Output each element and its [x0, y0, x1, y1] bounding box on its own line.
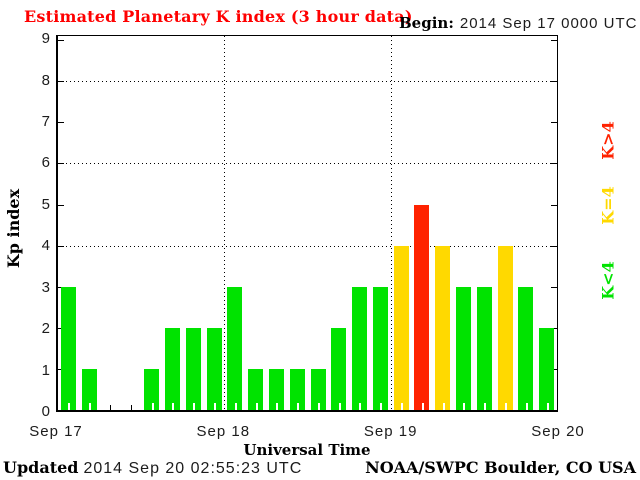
x-axis-slot-tick	[380, 403, 383, 410]
y-tick-label-9: 9	[41, 30, 50, 48]
kp-bar	[61, 286, 76, 410]
kp-bar	[81, 368, 97, 410]
kp-bar	[206, 327, 222, 410]
y-axis-tick	[58, 204, 64, 206]
y-axis-tick	[551, 286, 557, 288]
day-boundary-line	[390, 36, 392, 410]
kp-bar	[289, 368, 305, 410]
kp-bar	[456, 286, 472, 410]
kp-bar	[518, 286, 534, 410]
legend-item-k-gt-4: K>4	[592, 110, 624, 170]
updated-value: 2014 Sep 20 02:55:23 UTC	[83, 460, 303, 477]
y-axis-tick	[551, 204, 557, 206]
kp-bar	[227, 286, 243, 410]
begin-time: Begin: 2014 Sep 17 0000 UTC	[399, 14, 637, 32]
plot-area	[56, 35, 558, 412]
y-tick-label-1: 1	[41, 361, 50, 379]
y-tick-label-2: 2	[41, 320, 50, 338]
x-axis-slot-tick	[89, 403, 92, 410]
x-axis-slot-tick	[359, 403, 362, 410]
credit-text: NOAA/SWPC Boulder, CO USA	[365, 458, 636, 477]
x-axis-slot-tick	[151, 403, 154, 410]
y-tick-label-8: 8	[41, 71, 50, 89]
chart-title: Estimated Planetary K index (3 hour data…	[24, 7, 413, 26]
y-axis-tick	[551, 81, 557, 83]
updated-label: Updated	[3, 458, 79, 477]
kp-bar	[497, 245, 513, 410]
x-axis-slot-tick	[525, 403, 528, 410]
legend-label: K=4	[598, 185, 618, 225]
y-tick-label-4: 4	[41, 237, 50, 255]
kp-bar	[164, 327, 180, 410]
x-day-label-sep-20: Sep 20	[531, 423, 585, 440]
x-axis-slot-tick	[463, 403, 466, 410]
y-axis-tick	[551, 163, 557, 165]
kp-bar	[331, 327, 347, 410]
gridline-kp-6	[58, 163, 557, 165]
x-axis-slot-tick	[546, 403, 549, 410]
x-axis-slot-tick	[68, 403, 71, 410]
y-tick-label-7: 7	[41, 113, 50, 130]
kp-bar	[393, 245, 409, 410]
x-axis-slot-tick	[505, 403, 508, 410]
x-axis-slot-tick	[297, 403, 300, 410]
y-axis-title: Kp index	[4, 188, 24, 268]
x-axis-slot-tick	[130, 405, 132, 410]
kp-bar	[185, 327, 201, 410]
gridline-kp-8	[58, 81, 557, 83]
y-axis-tick	[58, 81, 64, 83]
kp-bar	[414, 204, 430, 410]
y-tick-label-6: 6	[41, 154, 50, 172]
x-axis-slot-tick	[276, 403, 279, 410]
kp-bar	[435, 245, 451, 410]
x-axis-slot-tick	[317, 403, 320, 410]
x-day-label-sep-18: Sep 18	[196, 423, 251, 440]
y-axis-tick	[58, 40, 64, 42]
legend-label: K>4	[598, 120, 618, 160]
x-axis-slot-tick	[401, 403, 404, 410]
y-axis-tick	[551, 40, 557, 42]
day-boundary-line	[224, 36, 226, 410]
begin-label: Begin:	[399, 14, 454, 32]
begin-value: 2014 Sep 17 0000 UTC	[459, 15, 638, 32]
kp-bar	[352, 286, 368, 410]
x-axis-slot-tick	[172, 403, 175, 410]
updated-timestamp: Updated 2014 Sep 20 02:55:23 UTC	[3, 458, 302, 478]
x-axis-title: Universal Time	[243, 441, 371, 459]
legend-item-k-eq-4: K=4	[592, 175, 624, 235]
y-tick-label-3: 3	[41, 278, 50, 296]
legend-label: K<4	[598, 260, 618, 300]
kp-bar	[310, 368, 326, 410]
y-axis-tick	[58, 163, 64, 165]
kp-bar	[476, 286, 492, 410]
y-axis-tick	[551, 245, 557, 247]
x-day-label-sep-19: Sep 19	[363, 423, 418, 440]
x-axis-slot-tick	[338, 403, 341, 410]
kp-bar	[372, 286, 388, 410]
y-axis-tick	[551, 122, 557, 124]
kp-bar	[539, 327, 555, 410]
y-axis-tick	[58, 245, 64, 247]
kp-bar	[144, 368, 160, 410]
y-tick-label-5: 5	[41, 195, 50, 213]
x-axis-slot-tick	[421, 403, 424, 410]
y-axis-tick	[58, 122, 64, 124]
x-axis-slot-tick	[442, 403, 445, 410]
gridline-kp-4	[58, 245, 557, 247]
x-axis-slot-tick	[193, 403, 196, 410]
y-tick-label-0: 0	[41, 403, 50, 420]
kp-bar	[248, 368, 264, 410]
x-axis-slot-tick	[109, 405, 111, 410]
legend-item-k-lt-4: K<4	[592, 250, 624, 310]
kp-bar	[268, 368, 284, 410]
x-axis-slot-tick	[484, 403, 487, 410]
x-axis-slot-tick	[213, 403, 216, 410]
x-day-label-sep-17: Sep 17	[29, 423, 83, 440]
x-axis-slot-tick	[234, 403, 237, 410]
x-axis-slot-tick	[255, 403, 258, 410]
